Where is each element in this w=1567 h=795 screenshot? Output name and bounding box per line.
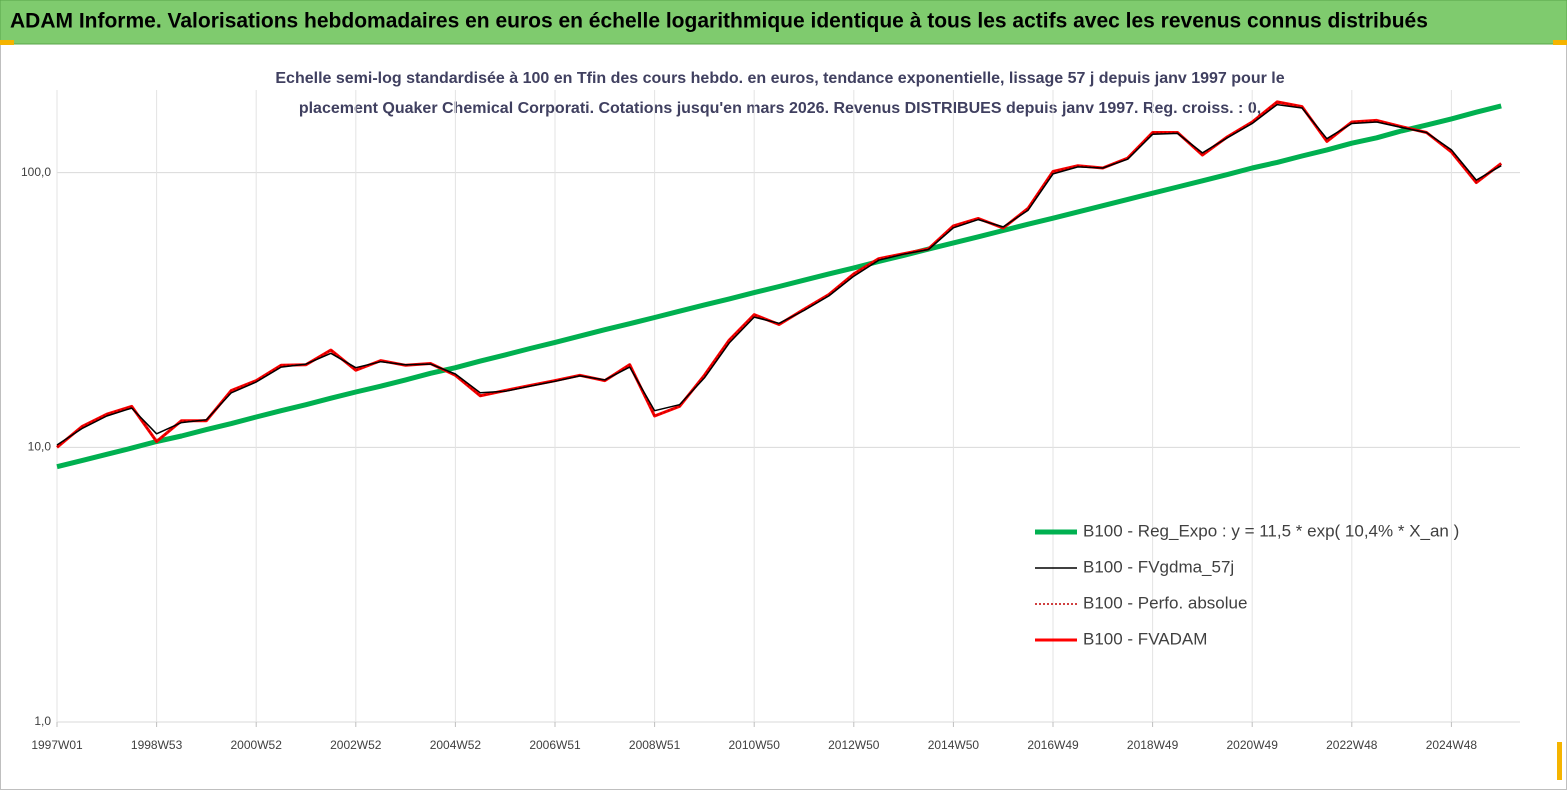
plot-area: 1,0 10,0 100,0 1997W01 1998W53 2000W52 2002W52… bbox=[21, 90, 1520, 752]
corner-mark bbox=[1557, 742, 1562, 780]
x-tick-label: 2000W52 bbox=[231, 738, 283, 752]
series-line bbox=[56, 103, 1502, 446]
legend-label: B100 - FVgdma_57j bbox=[1083, 557, 1234, 576]
subtitle: placement Quaker Chemical Corporati. Cot… bbox=[299, 100, 1261, 117]
x-tick-label: 2012W50 bbox=[828, 738, 880, 752]
x-tick-label: 2006W51 bbox=[529, 738, 581, 752]
x-tick-label: 2024W48 bbox=[1426, 738, 1478, 752]
x-tick-label: 2014W50 bbox=[928, 738, 980, 752]
x-tick-label: 2010W50 bbox=[729, 738, 781, 752]
chart-title: ADAM Informe. Valorisations hebdomadaire… bbox=[10, 10, 1428, 33]
x-tick-label: 1997W01 bbox=[31, 738, 83, 752]
x-tick-label: 2022W48 bbox=[1326, 738, 1378, 752]
series-line bbox=[56, 101, 1502, 448]
x-tick-label: 2002W52 bbox=[330, 738, 382, 752]
corner-mark bbox=[1553, 40, 1567, 45]
y-tick-label: 10,0 bbox=[28, 440, 52, 454]
legend-label: B100 - FVADAM bbox=[1083, 629, 1207, 648]
subtitle: Echelle semi-log standardisée à 100 en T… bbox=[275, 70, 1284, 87]
y-tick-label: 1,0 bbox=[34, 714, 51, 728]
title-banner bbox=[0, 0, 1567, 45]
x-tick-label: 2020W49 bbox=[1227, 738, 1279, 752]
corner-mark bbox=[0, 40, 14, 45]
series-line bbox=[56, 103, 1502, 470]
y-tick-label: 100,0 bbox=[21, 165, 51, 179]
x-tick-label: 2018W49 bbox=[1127, 738, 1179, 752]
x-tick-label: 1998W53 bbox=[131, 738, 183, 752]
x-tick-label: 2016W49 bbox=[1027, 738, 1079, 752]
x-tick-label: 2004W52 bbox=[430, 738, 482, 752]
legend-label: B100 - Reg_Expo : y = 11,5 * exp( 10,4% … bbox=[1083, 521, 1459, 540]
legend-label: B100 - Perfo. absolue bbox=[1083, 593, 1247, 612]
x-tick-label: 2008W51 bbox=[629, 738, 681, 752]
